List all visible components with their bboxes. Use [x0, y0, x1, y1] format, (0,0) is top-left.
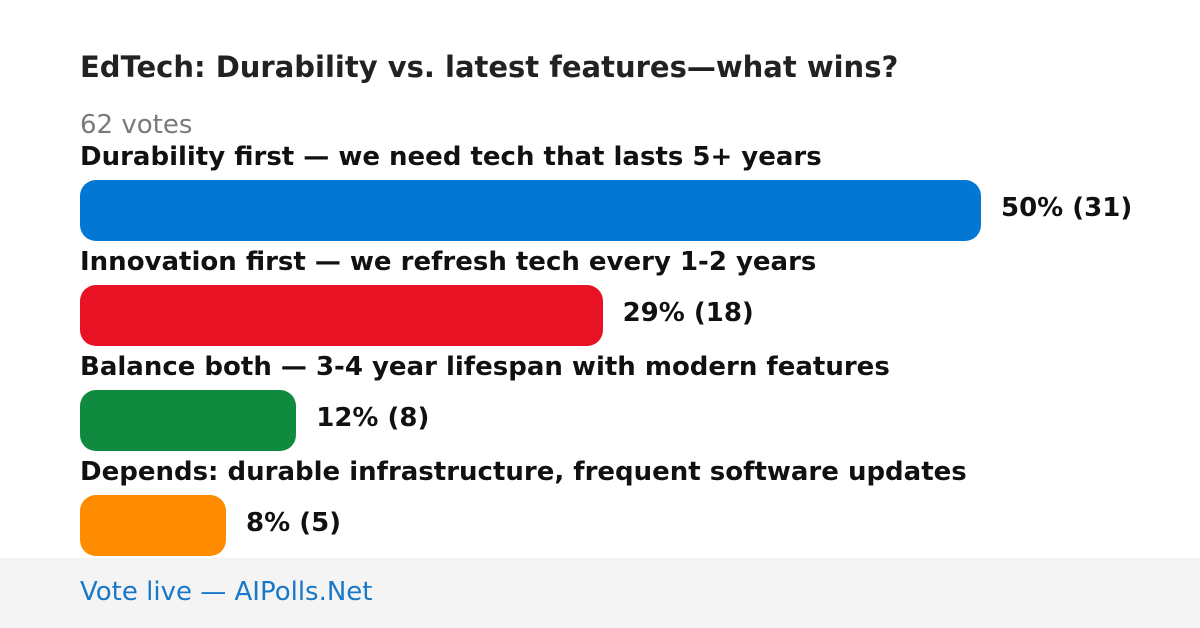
option-percent-label: 8% (5) — [246, 508, 342, 538]
option-bar — [80, 285, 603, 346]
option-bar — [80, 180, 981, 241]
poll-title: EdTech: Durability vs. latest features—w… — [80, 50, 899, 84]
vote-live-link[interactable]: Vote live — AIPolls.Net — [80, 577, 373, 607]
option-label: Balance both — 3-4 year lifespan with mo… — [80, 352, 890, 382]
option-bar — [80, 390, 297, 451]
option-label: Durability first — we need tech that las… — [80, 142, 822, 172]
option-label: Depends: durable infrastructure, frequen… — [80, 457, 967, 487]
option-percent-label: 29% (18) — [622, 298, 754, 328]
vote-count: 62 votes — [80, 110, 193, 140]
footer-bar: Vote live — AIPolls.Net — [0, 558, 1200, 628]
option-label: Innovation first — we refresh tech every… — [80, 247, 817, 277]
option-percent-label: 50% (31) — [1001, 193, 1133, 223]
option-percent-label: 12% (8) — [316, 403, 430, 433]
option-bar — [80, 495, 226, 556]
